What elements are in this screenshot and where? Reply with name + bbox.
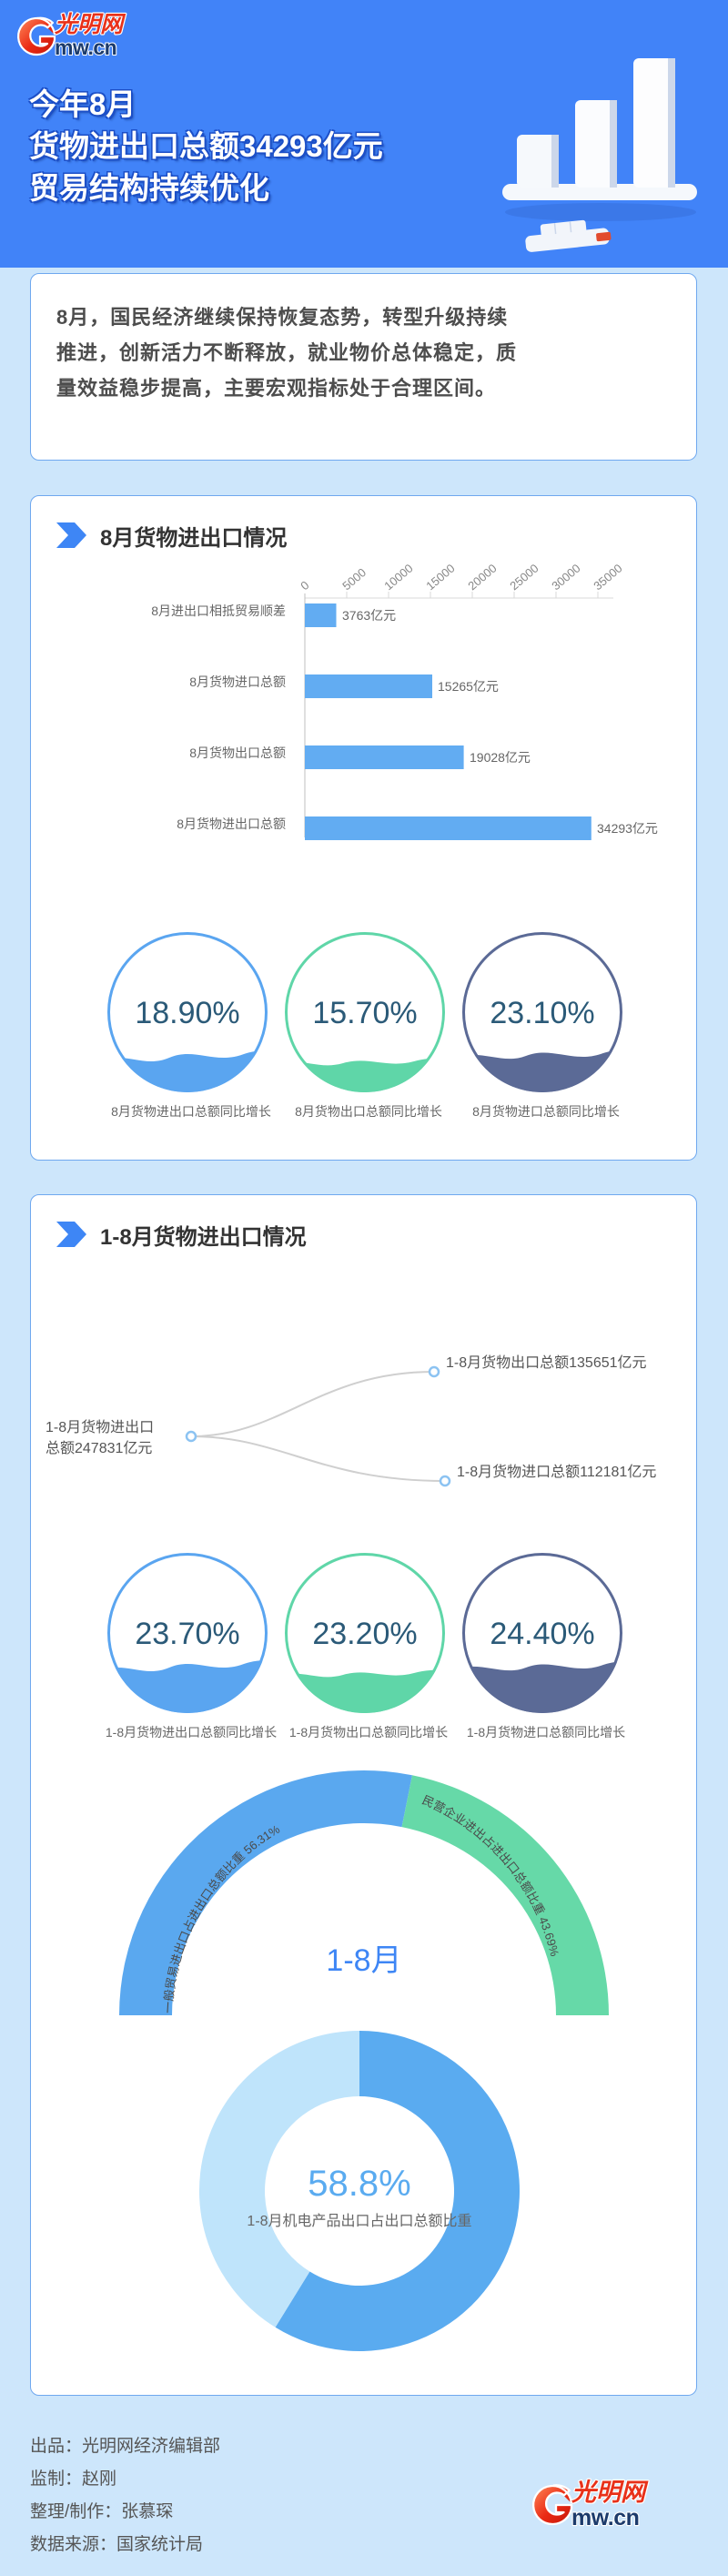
- svg-text:3763亿元: 3763亿元: [342, 608, 396, 623]
- svg-text:58.8%: 58.8%: [308, 2164, 410, 2204]
- svg-text:1-8月货物进出口: 1-8月货物进出口: [46, 1419, 154, 1435]
- svg-text:34293亿元: 34293亿元: [597, 821, 658, 836]
- svg-text:1-8月机电产品出口占出口总额比重: 1-8月机电产品出口占出口总额比重: [247, 2213, 471, 2229]
- svg-text:15265亿元: 15265亿元: [438, 679, 499, 694]
- svg-text:mw.cn: mw.cn: [55, 35, 116, 59]
- svg-text:8月货物出口总额: 8月货物出口总额: [189, 745, 286, 760]
- svg-text:1-8月: 1-8月: [326, 1943, 401, 1978]
- svg-text:mw.cn: mw.cn: [571, 2505, 639, 2530]
- svg-text:30000: 30000: [549, 562, 582, 593]
- svg-text:18.90%: 18.90%: [135, 996, 239, 1030]
- svg-text:光明网: 光明网: [54, 12, 126, 37]
- svg-text:8月货物进出口总额: 8月货物进出口总额: [177, 816, 286, 831]
- svg-text:15000: 15000: [423, 562, 457, 593]
- svg-text:25000: 25000: [507, 562, 541, 593]
- svg-text:19028亿元: 19028亿元: [470, 750, 531, 765]
- svg-text:23.70%: 23.70%: [135, 1617, 239, 1651]
- svg-text:8月货物进口总额: 8月货物进口总额: [189, 674, 286, 689]
- svg-text:1-8月货物进口总额112181亿元: 1-8月货物进口总额112181亿元: [457, 1464, 656, 1480]
- svg-text:8月进出口相抵贸易顺差: 8月进出口相抵贸易顺差: [151, 603, 286, 618]
- svg-text:光明网: 光明网: [571, 2479, 649, 2506]
- svg-text:0: 0: [298, 578, 311, 593]
- svg-text:24.40%: 24.40%: [490, 1617, 594, 1651]
- svg-text:15.70%: 15.70%: [312, 996, 417, 1030]
- svg-text:35000: 35000: [591, 562, 624, 593]
- svg-text:20000: 20000: [465, 562, 499, 593]
- svg-text:23.10%: 23.10%: [490, 996, 594, 1030]
- svg-text:10000: 10000: [381, 562, 415, 593]
- svg-text:总额247831亿元: 总额247831亿元: [46, 1440, 152, 1456]
- svg-text:1-8月货物出口总额135651亿元: 1-8月货物出口总额135651亿元: [446, 1354, 647, 1371]
- svg-text:5000: 5000: [339, 565, 369, 593]
- svg-text:23.20%: 23.20%: [312, 1617, 417, 1651]
